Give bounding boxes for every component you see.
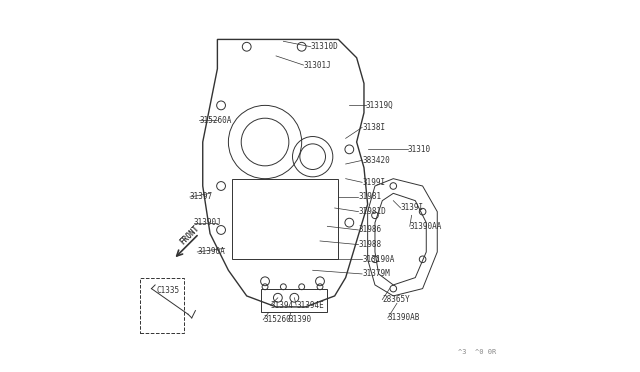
Text: 315260A: 315260A [199,116,232,125]
Text: 31301J: 31301J [303,61,332,70]
Text: 31394E: 31394E [296,301,324,310]
Text: 31379M: 31379M [362,269,390,279]
Text: 28365Y: 28365Y [382,295,410,304]
Text: 31981: 31981 [358,192,381,202]
Text: 31390: 31390 [289,315,312,324]
Text: 31390AA: 31390AA [410,222,442,231]
Text: 31319Q: 31319Q [366,101,394,110]
Text: 31390A: 31390A [197,247,225,256]
Text: 3139I: 3139I [401,203,424,212]
Text: 383420: 383420 [362,156,390,165]
Text: FRONT: FRONT [179,224,201,247]
Text: 313190A: 313190A [362,255,394,264]
Text: 31394: 31394 [271,301,294,310]
Text: ^3  ^0 0R: ^3 ^0 0R [458,349,496,355]
Text: 31310: 31310 [408,145,431,154]
Text: 31390J: 31390J [193,218,221,227]
Text: 315260: 315260 [263,315,291,324]
Text: 31986: 31986 [358,225,381,234]
Text: 3I981D: 3I981D [358,207,386,216]
Text: C1335: C1335 [157,286,180,295]
Text: 3138I: 3138I [362,123,385,132]
Text: 31988: 31988 [358,240,381,249]
Text: 31310D: 31310D [311,42,339,51]
Text: 31390AB: 31390AB [388,314,420,323]
Text: 3199I: 3199I [362,178,385,187]
Text: 31397: 31397 [190,192,213,202]
